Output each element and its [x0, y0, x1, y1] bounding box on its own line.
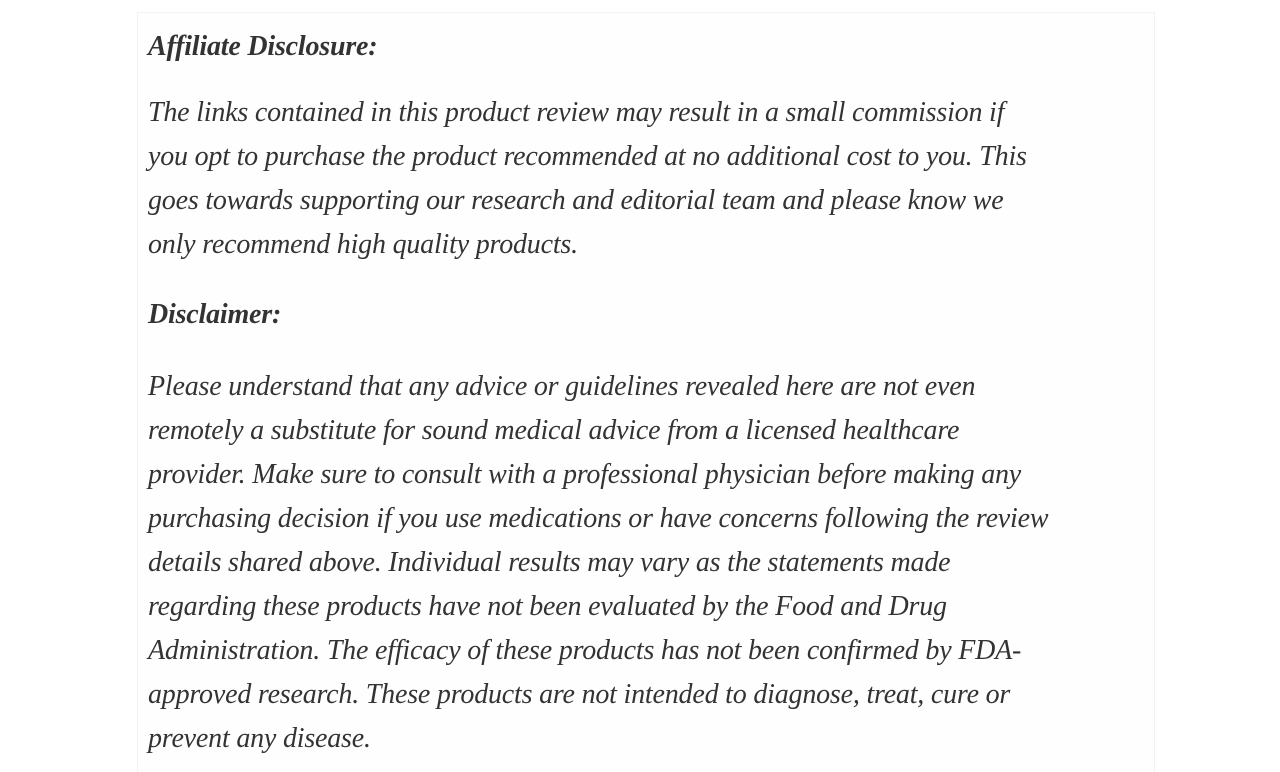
- text-line: remotely a substitute for sound medical …: [148, 415, 960, 446]
- text-line: Please understand that any advice or gui…: [148, 371, 976, 402]
- article-content-area: Affiliate Disclosure: The links containe…: [137, 12, 1155, 772]
- text-line: Administration. The efficacy of these pr…: [148, 635, 1022, 666]
- text-line: purchasing decision if you use medicatio…: [148, 503, 1049, 534]
- text-line: provider. Make sure to consult with a pr…: [148, 459, 1022, 490]
- text-line: details shared above. Individual results…: [148, 547, 951, 578]
- disclaimer-heading: Disclaimer:: [148, 299, 282, 330]
- text-line: you opt to purchase the product recommen…: [148, 141, 1027, 172]
- text-line: regarding these products have not been e…: [148, 591, 947, 622]
- disclaimer-paragraph: Please understand that any advice or gui…: [148, 365, 1144, 761]
- text-line: goes towards supporting our research and…: [148, 185, 1004, 216]
- affiliate-disclosure-heading: Affiliate Disclosure:: [148, 31, 378, 62]
- text-line: prevent any disease.: [148, 723, 371, 754]
- text-line: approved research. These products are no…: [148, 679, 1011, 710]
- affiliate-disclosure-paragraph: The links contained in this product revi…: [148, 91, 1144, 267]
- text-line: The links contained in this product revi…: [148, 97, 1005, 128]
- text-line: only recommend high quality products.: [148, 229, 578, 260]
